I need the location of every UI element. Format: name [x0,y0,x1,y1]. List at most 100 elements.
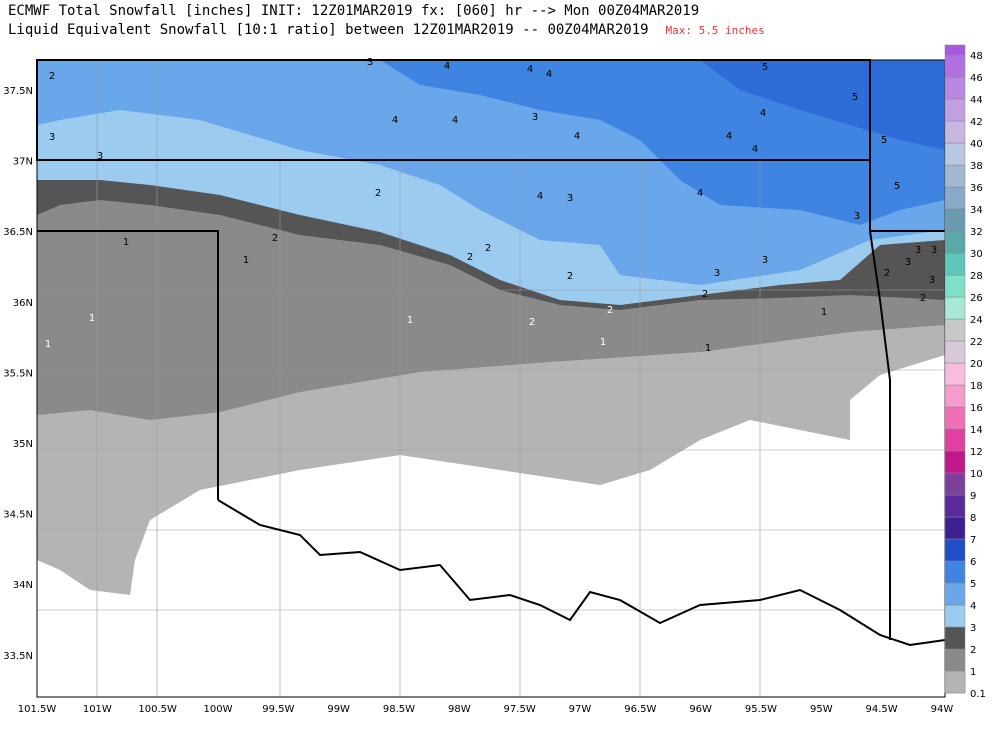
contour-label: 4 [546,69,552,80]
contour-label: 5 [762,62,768,73]
colorbar-label: 10 [970,469,983,480]
contour-label: 1 [705,343,711,354]
contour-label: 4 [726,131,732,142]
lon-label: 99.5W [262,704,294,715]
contour-label: 1 [821,307,827,318]
colorbar-swatch [944,318,966,342]
colorbar-label: 48 [970,51,983,62]
colorbar-label: 20 [970,359,983,370]
colorbar-swatch [944,230,966,254]
lon-label: 97.5W [504,704,536,715]
contour-label: 3 [49,132,55,143]
lon-label: 100.5W [138,704,177,715]
contour-label: 3 [714,268,720,279]
colorbar-swatch [944,428,966,452]
lat-label: 34N [13,580,33,591]
contour-label: 2 [567,271,573,282]
contour-label: 2 [702,289,708,300]
colorbar-label: 4 [970,601,976,612]
lon-label: 94W [931,704,954,715]
county-lines [37,60,945,697]
colorbar-swatch [944,494,966,518]
colorbar-label: 42 [970,117,983,128]
colorbar-swatch [944,516,966,540]
colorbar-label: 38 [970,161,983,172]
lon-label: 99W [327,704,350,715]
contour-label: 4 [537,191,543,202]
contour-label: 4 [760,108,766,119]
lat-label: 36N [13,298,33,309]
colorbar-label: 32 [970,227,983,238]
lon-label: 97W [569,704,592,715]
contour-label: 1 [600,337,606,348]
colorbar-swatch [944,626,966,650]
lat-label: 37N [13,157,33,168]
colorbar-swatch [944,538,966,562]
lon-label: 96.5W [624,704,656,715]
colorbar-swatch [944,274,966,298]
max-label: Max: 5.5 inches [665,24,765,37]
colorbar-label: 18 [970,381,983,392]
colorbar-swatch [944,604,966,628]
colorbar-label: 0.1 [970,689,986,700]
contour-label: 3 [762,255,768,266]
colorbar-label: 36 [970,183,983,194]
colorbar-swatch [944,208,966,232]
contour-label: 2 [529,317,535,328]
subtitle: Liquid Equivalent Snowfall [10:1 ratio] … [8,22,765,38]
contour-label: 2 [467,252,473,263]
colorbar-label: 3 [970,623,976,634]
lon-label: 101W [83,704,112,715]
contour-label: 4 [452,115,458,126]
lon-label: 95.5W [745,704,777,715]
colorbar-label: 16 [970,403,983,414]
contour-label: 4 [527,64,533,75]
contour-label: 2 [375,188,381,199]
colorbar-swatch [944,252,966,276]
lon-label: 98.5W [383,704,415,715]
colorbar-swatch [944,44,966,56]
colorbar-label: 22 [970,337,983,348]
colorbar-swatch [944,362,966,386]
contour-label: 5 [894,181,900,192]
lon-label: 100W [203,704,232,715]
contour-label: 2 [607,305,613,316]
colorbar-swatch [944,98,966,122]
contour-label: 4 [574,131,580,142]
lon-label: 95W [810,704,833,715]
colorbar-swatch [944,164,966,188]
colorbar-label: 7 [970,535,976,546]
contour-label: 2 [49,71,55,82]
colorbar-swatch [944,54,966,78]
lat-label: 35.5N [3,368,33,379]
colorbar-label: 6 [970,557,976,568]
contour-label: 4 [444,61,450,72]
colorbar-label: 46 [970,73,983,84]
contour-label: 2 [485,243,491,254]
contour-label: 1 [45,339,51,350]
contour-label: 3 [915,245,921,256]
contour-label: 2 [920,293,926,304]
field-blue4 [700,60,945,150]
colorbar-swatch [944,186,966,210]
colorbar-swatch [944,450,966,474]
fields [37,60,945,697]
contour-label: 3 [905,257,911,268]
contour-label: 3 [367,57,373,68]
colorbar-swatch [944,406,966,430]
contour-label: 4 [697,188,703,199]
colorbar-label: 8 [970,513,976,524]
lat-label: 37.5N [3,86,33,97]
colorbar-swatch [944,76,966,100]
subtitle-text: Liquid Equivalent Snowfall [10:1 ratio] … [8,22,649,38]
colorbar-swatch [944,582,966,606]
colorbar-label: 9 [970,491,976,502]
contour-label: 1 [243,255,249,266]
contour-label: 2 [884,268,890,279]
colorbar-label: 40 [970,139,983,150]
lon-label: 98W [448,704,471,715]
contour-label: 3 [931,245,937,256]
contour-label: 5 [852,92,858,103]
